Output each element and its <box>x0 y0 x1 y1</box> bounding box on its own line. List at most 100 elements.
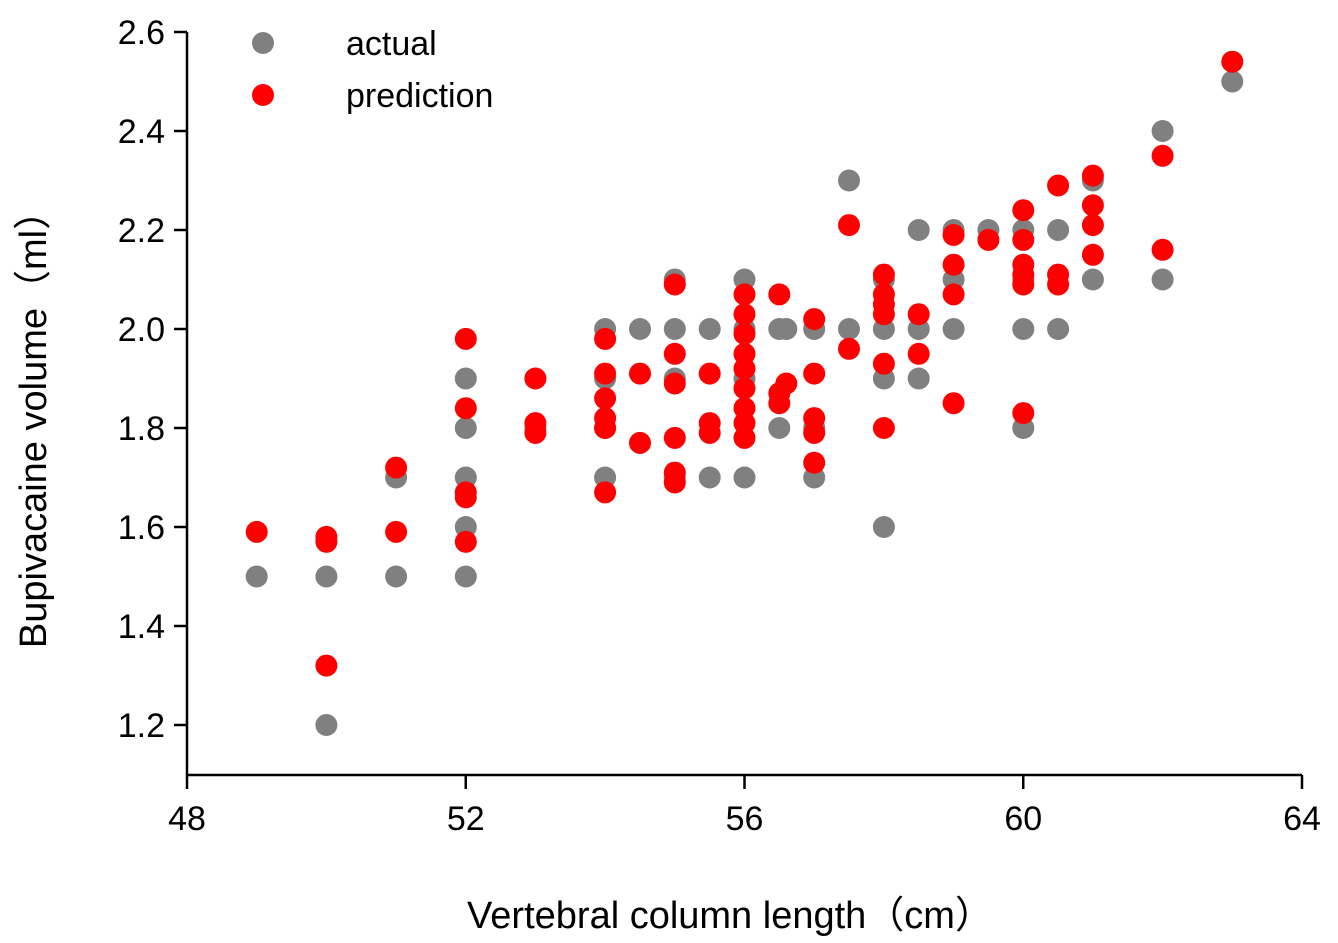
prediction-point <box>775 372 798 395</box>
prediction-point <box>872 303 895 326</box>
actual-point <box>1047 318 1070 340</box>
prediction-point <box>1221 50 1244 73</box>
prediction-point <box>245 520 268 543</box>
prediction-point <box>838 214 860 237</box>
prediction-point <box>768 392 791 415</box>
prediction-point <box>907 342 930 365</box>
y-tick-label: 1.6 <box>118 509 165 547</box>
prediction-point <box>385 456 408 479</box>
actual-point <box>245 565 268 588</box>
prediction-point <box>733 322 756 345</box>
series-prediction <box>245 50 1244 677</box>
actual-point <box>907 219 930 241</box>
actual-point <box>1151 120 1174 142</box>
actual-point <box>942 318 965 340</box>
prediction-point <box>454 486 477 509</box>
actual-point <box>698 318 721 340</box>
actual-point <box>733 466 756 489</box>
prediction-point <box>1047 273 1070 296</box>
actual-point <box>1151 268 1174 291</box>
prediction-point <box>524 367 547 390</box>
legend-marker-actual <box>252 32 274 54</box>
legend-label-prediction: prediction <box>346 77 493 115</box>
prediction-point <box>942 253 965 276</box>
prediction-point <box>733 303 756 326</box>
x-tick-label: 48 <box>168 800 206 838</box>
prediction-point <box>942 224 965 246</box>
actual-point <box>315 565 338 588</box>
actual-point <box>1047 219 1070 241</box>
prediction-point <box>803 451 826 474</box>
prediction-point <box>454 327 477 350</box>
legend: actual prediction <box>252 25 493 115</box>
prediction-point <box>733 426 756 449</box>
prediction-point <box>663 342 686 365</box>
actual-point <box>454 565 477 588</box>
prediction-point <box>1012 199 1035 222</box>
actual-point <box>775 318 798 340</box>
prediction-point <box>629 362 651 385</box>
prediction-point <box>698 362 721 385</box>
prediction-point <box>733 283 756 306</box>
actual-point <box>1221 70 1244 93</box>
prediction-point <box>803 308 826 331</box>
prediction-point <box>1081 243 1104 266</box>
prediction-point <box>803 362 826 385</box>
prediction-point <box>1012 402 1035 425</box>
prediction-point <box>524 421 547 444</box>
prediction-point <box>1151 238 1174 261</box>
prediction-point <box>594 417 617 439</box>
x-axis-title: Vertebral column length（cm） <box>467 895 993 937</box>
prediction-point <box>594 387 617 410</box>
prediction-point <box>907 303 930 326</box>
y-ticks: 1.2 1.4 1.6 1.8 2.0 2.2 2.4 2.6 <box>118 14 187 745</box>
actual-point <box>663 318 686 340</box>
legend-label-actual: actual <box>346 25 437 63</box>
actual-point <box>1012 318 1035 340</box>
x-tick-label: 60 <box>1004 800 1042 838</box>
prediction-point <box>315 530 338 553</box>
actual-point <box>768 417 791 439</box>
actual-point <box>698 466 721 489</box>
prediction-point <box>385 520 408 543</box>
prediction-point <box>872 417 895 439</box>
actual-point <box>872 516 895 538</box>
y-axis-title: Bupivacaine volume（ml） <box>13 192 55 648</box>
x-tick-label: 56 <box>726 800 764 838</box>
actual-point <box>454 367 477 390</box>
prediction-point <box>454 397 477 420</box>
prediction-point <box>629 431 651 454</box>
y-tick-label: 1.2 <box>118 707 165 745</box>
prediction-point <box>942 392 965 415</box>
prediction-point <box>768 283 791 306</box>
prediction-point <box>663 426 686 449</box>
prediction-point <box>872 263 895 286</box>
y-tick-label: 2.6 <box>118 14 165 52</box>
prediction-point <box>838 337 860 360</box>
prediction-point <box>315 654 338 677</box>
x-tick-label: 64 <box>1283 800 1321 838</box>
prediction-point <box>1151 144 1174 167</box>
prediction-point <box>872 352 895 375</box>
data-points <box>245 50 1244 736</box>
prediction-point <box>977 228 1000 251</box>
prediction-point <box>594 327 617 350</box>
y-tick-label: 2.0 <box>118 311 165 349</box>
prediction-point <box>733 377 756 400</box>
actual-point <box>315 714 338 736</box>
prediction-point <box>594 481 617 504</box>
x-tick-label: 52 <box>447 800 485 838</box>
prediction-point <box>698 421 721 444</box>
prediction-point <box>1081 214 1104 237</box>
legend-marker-prediction <box>252 84 274 106</box>
y-tick-label: 2.2 <box>118 212 165 250</box>
y-tick-label: 2.4 <box>118 113 165 151</box>
prediction-point <box>1081 194 1104 217</box>
y-tick-label: 1.4 <box>118 608 165 646</box>
prediction-point <box>1012 273 1035 296</box>
prediction-point <box>1047 174 1070 197</box>
prediction-point <box>663 471 686 494</box>
prediction-point <box>1081 164 1104 187</box>
prediction-point <box>803 421 826 444</box>
